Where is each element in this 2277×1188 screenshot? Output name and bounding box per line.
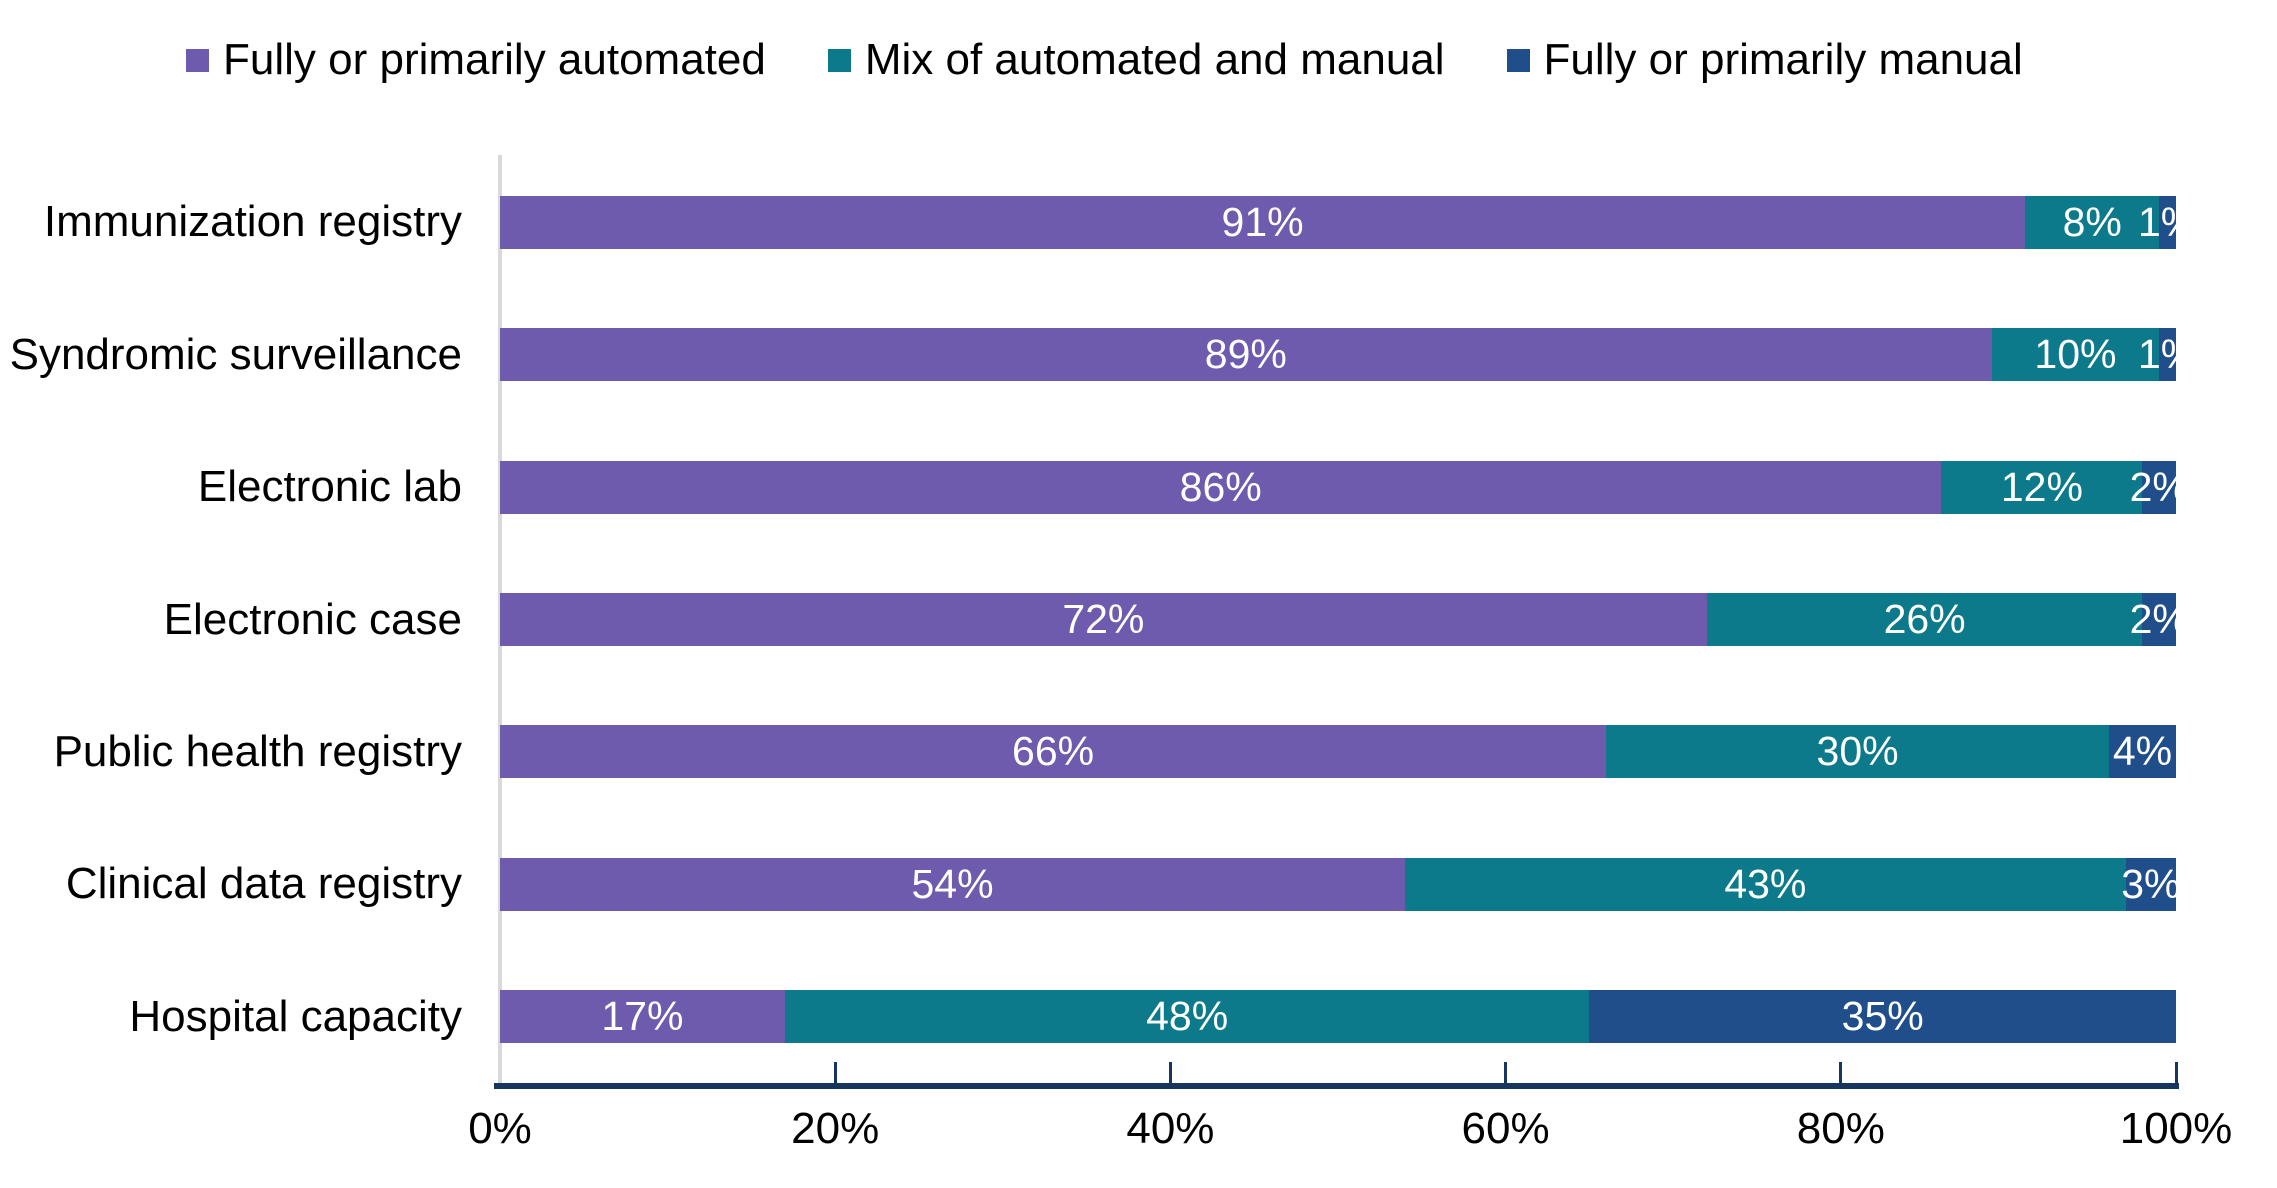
bar-segment: 89%	[500, 328, 1992, 382]
bar-value-label: 86%	[1179, 463, 1262, 510]
category-label: Electronic lab	[197, 462, 462, 512]
bar-segment: 2%	[2130, 460, 2189, 514]
bar-segment: 4%	[2108, 725, 2176, 779]
bar-value-label: 2%	[2129, 596, 2189, 642]
legend-swatch	[1506, 48, 1530, 72]
legend-label: Fully or primarily manual	[1543, 35, 2023, 84]
x-tick-label: 20%	[791, 1104, 880, 1153]
bar-value-label: 26%	[1883, 596, 1966, 642]
legend-item: Fully or primarily manual	[1506, 35, 2023, 84]
legend-label: Fully or primarily automated	[223, 35, 766, 84]
x-tick	[1839, 1062, 1843, 1083]
legend: Fully or primarily automated Mix of autom…	[186, 35, 2023, 84]
bar-row: 91% 8% 1%	[500, 195, 2197, 249]
legend-swatch	[827, 48, 851, 72]
bar-segment: 54%	[500, 857, 1406, 911]
bar-segment: 26%	[1706, 593, 2143, 646]
bar-row: 89% 10% 1%	[500, 328, 2197, 382]
x-tick-label: 60%	[1461, 1104, 1550, 1153]
bar-segment: 48%	[784, 990, 1590, 1044]
bar-segment: 86%	[500, 460, 1942, 514]
x-tick	[833, 1062, 837, 1083]
x-tick	[2174, 1062, 2178, 1083]
bar-segment: 91%	[500, 195, 2026, 249]
bar-segment: 8%	[2025, 195, 2160, 249]
bar-segment: 1%	[2138, 195, 2197, 249]
legend-item: Mix of automated and manual	[827, 35, 1445, 84]
legend-label: Mix of automated and manual	[864, 35, 1445, 84]
bar-value-label: 1%	[2137, 331, 2198, 378]
x-tick	[1504, 1062, 1508, 1083]
category-label: Public health registry	[53, 726, 462, 776]
bar-segment: 12%	[1941, 460, 2143, 514]
x-tick-label: 40%	[1126, 1104, 1215, 1153]
category-label: Clinical data registry	[65, 859, 462, 909]
bar-row: 17% 48% 35%	[500, 990, 2176, 1044]
bar-segment: 72%	[500, 593, 1707, 646]
bar-value-label: 4%	[2112, 728, 2173, 775]
legend-swatch	[186, 48, 209, 72]
x-axis-line	[494, 1083, 2179, 1089]
category-label: Immunization registry	[43, 197, 462, 247]
legend-item: Fully or primarily automated	[186, 35, 766, 84]
bar-row: 66% 30% 4%	[500, 725, 2176, 779]
bar-segment: 10%	[1991, 328, 2160, 382]
category-label: Electronic case	[163, 594, 462, 644]
x-tick-label: 0%	[468, 1104, 532, 1153]
bar-row: 72% 26% 2%	[500, 593, 2189, 646]
category-label: Hospital capacity	[129, 991, 462, 1041]
bar-value-label: 3%	[2121, 860, 2181, 907]
bar-value-label: 8%	[2062, 198, 2122, 245]
bar-segment: 3%	[2121, 857, 2180, 911]
bar-value-label: 54%	[911, 860, 994, 907]
bar-value-label: 89%	[1204, 331, 1287, 378]
bar-row: 54% 43% 3%	[500, 857, 2180, 911]
bar-value-label: 48%	[1146, 993, 1229, 1040]
bar-segment: 30%	[1606, 725, 2109, 779]
bar-value-label: 1%	[2137, 198, 2198, 245]
x-tick-label: 100%	[2119, 1104, 2233, 1153]
bar-segment: 43%	[1405, 857, 2126, 911]
bar-segment: 1%	[2138, 328, 2197, 382]
x-tick-label: 80%	[1796, 1104, 1885, 1153]
bar-segment: 2%	[2130, 593, 2189, 646]
bar-value-label: 43%	[1724, 860, 1807, 907]
bar-value-label: 17%	[601, 993, 684, 1040]
plot-area: 91% 8% 1% 89% 10% 1% 86% 12% 2% 72% 26% 2% 66% 30% 4% 5…	[500, 156, 2197, 1083]
bar-value-label: 12%	[2000, 463, 2083, 510]
bar-value-label: 2%	[2129, 463, 2189, 510]
bar-segment: 35%	[1589, 990, 2176, 1044]
category-label: Syndromic surveillance	[9, 329, 462, 379]
bar-value-label: 30%	[1816, 728, 1899, 775]
bar-row: 86% 12% 2%	[500, 460, 2189, 514]
x-tick	[1168, 1062, 1172, 1083]
bar-value-label: 10%	[2034, 331, 2117, 378]
bar-segment: 66%	[500, 725, 1607, 779]
bar-value-label: 35%	[1841, 993, 1924, 1040]
bar-segment: 17%	[500, 990, 785, 1044]
bar-value-label: 91%	[1221, 198, 1304, 245]
bar-value-label: 66%	[1012, 728, 1095, 775]
bar-value-label: 72%	[1062, 596, 1145, 642]
